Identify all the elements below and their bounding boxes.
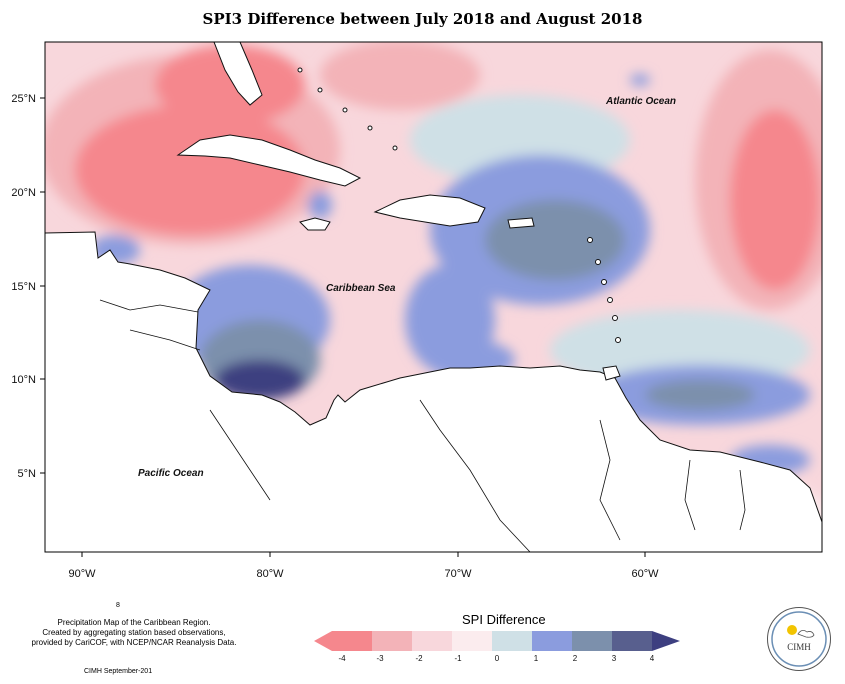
cimh-logo: CIMH — [767, 607, 831, 671]
extreme-wet-pacific — [215, 360, 305, 400]
dry-zone-bahamas — [320, 42, 480, 110]
strong-dry-cuba — [75, 105, 305, 235]
land-puerto-rico — [507, 217, 535, 229]
map-frame — [44, 41, 823, 553]
lat-label: 25°N — [11, 93, 36, 105]
strong-dry-east — [730, 110, 820, 290]
footer-line: Precipitation Map of the Caribbean Regio… — [57, 618, 211, 627]
mod-wet-puerto-rico — [485, 200, 625, 280]
land-island — [297, 67, 303, 73]
land-island — [601, 279, 607, 285]
atlantic-ocean-label: Atlantic Ocean — [605, 96, 676, 107]
land-mainland — [45, 231, 822, 552]
footer-digit: 8 — [116, 602, 120, 609]
legend-swatch — [452, 631, 492, 651]
legend-swatch — [492, 631, 532, 651]
land-island — [342, 107, 348, 113]
footer-line: Created by aggregating station based obs… — [42, 628, 226, 637]
country-borders — [99, 299, 746, 552]
legend-swatch — [412, 631, 452, 651]
legend-tick: -1 — [454, 654, 462, 663]
wet-spot-jamaica — [308, 191, 332, 219]
mod-wet-orinoco — [645, 380, 755, 410]
legend-swatch — [372, 631, 412, 651]
land-island — [612, 315, 618, 321]
land-island — [367, 125, 373, 131]
longitude-axis: 90°W 80°W 70°W 60°W — [68, 552, 659, 580]
latitude-axis: 25°N 20°N 15°N 10°N 5°N — [11, 93, 45, 480]
legend-arrow-left — [314, 631, 332, 651]
legend-tick: 0 — [495, 654, 500, 663]
land-island — [587, 237, 593, 243]
lon-label: 70°W — [444, 568, 472, 580]
footer-line: provided by CariCOF, with NCEP/NCAR Rean… — [31, 638, 237, 647]
cimh-logo-graphic: CIMH — [771, 611, 827, 667]
legend-tick: -3 — [376, 654, 384, 663]
legend-arrow-right — [652, 631, 680, 651]
strong-dry-florida — [155, 45, 305, 125]
footer-credits: Precipitation Map of the Caribbean Regio… — [14, 618, 254, 648]
legend-tick: 3 — [612, 654, 617, 663]
lat-label: 15°N — [11, 281, 36, 293]
land-trinidad — [602, 365, 621, 381]
lon-label: 80°W — [256, 568, 284, 580]
legend-tick: -4 — [338, 654, 346, 663]
lat-label: 20°N — [11, 187, 36, 199]
land-island — [607, 297, 613, 303]
footer-date: CIMH September-201 — [84, 668, 153, 675]
land-island — [595, 259, 601, 265]
legend-tick: 4 — [650, 654, 655, 663]
legend-title: SPI Difference — [462, 612, 546, 627]
legend-swatch — [532, 631, 572, 651]
legend-swatch — [332, 631, 372, 651]
land-island — [615, 337, 621, 343]
legend-swatch — [612, 631, 652, 651]
map-title: SPI3 Difference between July 2018 and Au… — [202, 10, 643, 28]
pacific-ocean-label: Pacific Ocean — [138, 468, 204, 479]
legend-colorbar: -4 -3 -2 -1 0 1 2 3 4 — [314, 631, 680, 663]
land-hispaniola — [373, 194, 486, 227]
logo-text: CIMH — [787, 642, 811, 652]
caribbean-sea-label: Caribbean Sea — [326, 283, 396, 294]
land-cuba — [176, 134, 362, 187]
legend-tick: 2 — [573, 654, 578, 663]
wet-spot-atlantic — [630, 74, 650, 86]
legend-tick: 1 — [534, 654, 539, 663]
lat-label: 5°N — [18, 468, 37, 480]
land-island — [392, 145, 398, 151]
legend-tick: -2 — [415, 654, 423, 663]
land-florida — [213, 42, 263, 106]
land-island — [317, 87, 323, 93]
legend-swatch — [572, 631, 612, 651]
lat-label: 10°N — [11, 374, 36, 386]
lon-label: 60°W — [631, 568, 659, 580]
land-masses — [45, 42, 822, 552]
land-jamaica — [299, 217, 331, 231]
lon-label: 90°W — [68, 568, 96, 580]
